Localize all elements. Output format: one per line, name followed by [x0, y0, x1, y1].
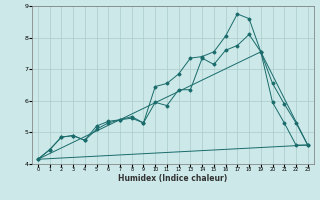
X-axis label: Humidex (Indice chaleur): Humidex (Indice chaleur)	[118, 174, 228, 183]
